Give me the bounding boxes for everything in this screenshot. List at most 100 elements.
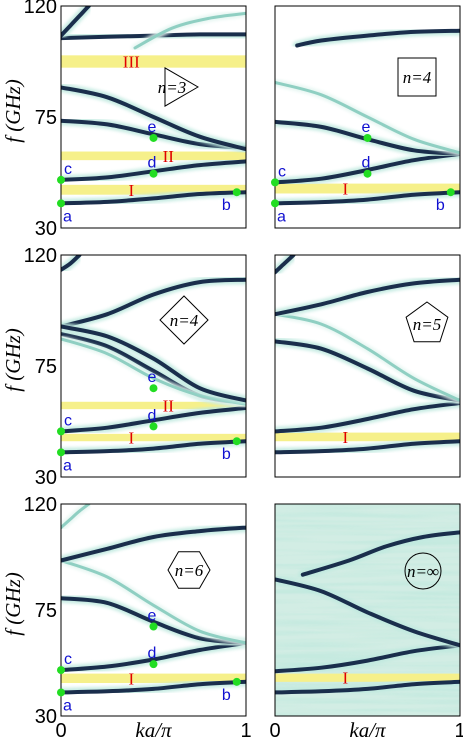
band-line — [61, 277, 246, 329]
point-a — [57, 448, 65, 457]
y-axis-label: f (GHz) — [1, 79, 25, 143]
point-b — [446, 188, 455, 197]
shape-label: n=6 — [175, 561, 204, 580]
circle-icon: n=∞ — [404, 552, 442, 590]
gap-label: I — [128, 429, 134, 448]
point-label: d — [362, 155, 371, 172]
point-label: d — [148, 407, 157, 424]
square-icon: n=4 — [397, 57, 437, 97]
band-line — [61, 190, 246, 206]
band-line — [61, 337, 246, 406]
gap-band-II — [61, 401, 246, 410]
point-d — [149, 660, 158, 669]
band-line — [275, 679, 460, 695]
point-e — [149, 133, 158, 142]
point-d — [149, 169, 158, 178]
gap-label: I — [128, 669, 134, 688]
point-label: b — [222, 446, 231, 463]
point-c — [57, 427, 65, 436]
point-label: c — [64, 161, 72, 178]
gap-band-I — [275, 673, 460, 682]
gap-band-I — [61, 433, 246, 442]
y-tick-label: 120 — [24, 0, 57, 18]
band-line — [61, 596, 246, 645]
band-line — [61, 85, 246, 152]
panel-frame — [60, 503, 247, 717]
band-line — [275, 190, 460, 206]
band-line — [61, 255, 82, 272]
panel-frame — [274, 5, 461, 229]
band-line — [275, 643, 460, 674]
triangle-icon: n=3 — [158, 67, 199, 107]
band-line — [275, 312, 460, 402]
gap-label: I — [342, 428, 348, 447]
point-b — [232, 437, 241, 446]
band-line — [133, 11, 246, 50]
point-e — [363, 133, 372, 142]
pentagon-icon: n=5 — [405, 301, 449, 343]
point-a — [57, 688, 65, 697]
band-line — [275, 277, 460, 317]
y-tick-label: 30 — [35, 467, 57, 489]
y-tick-label: 75 — [35, 356, 57, 378]
gap-band-I — [275, 183, 460, 194]
point-b — [232, 188, 241, 197]
panel-4: In=5 — [274, 254, 461, 478]
point-label: b — [222, 197, 231, 214]
panel-frame — [60, 254, 247, 478]
panel-2: In=4 a b c d e — [271, 5, 461, 229]
point-label: b — [222, 687, 231, 704]
band-line — [300, 530, 460, 577]
panel-5: In=6 a b c d e 30 75 120 0 1 — [24, 494, 252, 742]
band-line — [61, 324, 246, 403]
band-line — [275, 577, 460, 648]
panel-frame — [60, 5, 247, 229]
shape-label: n=5 — [413, 315, 441, 334]
band-line — [61, 679, 246, 695]
gap-band-II — [61, 151, 246, 161]
band-line — [275, 339, 460, 403]
band-line — [61, 6, 91, 38]
point-c — [57, 175, 65, 184]
shape-label: n=4 — [403, 68, 432, 87]
y-tick-label: 30 — [35, 706, 57, 728]
point-label: a — [277, 208, 286, 225]
band-line — [295, 28, 460, 48]
point-a — [271, 199, 279, 208]
gap-label: II — [163, 396, 175, 415]
band-line — [61, 641, 246, 673]
point-b — [232, 677, 241, 686]
gap-label: I — [128, 181, 134, 200]
band-line — [61, 439, 246, 455]
shape-label: n=3 — [158, 78, 186, 97]
hexagon-icon: n=6 — [167, 551, 211, 589]
band-line — [61, 525, 246, 563]
gap-label: II — [163, 147, 175, 166]
point-e — [149, 622, 158, 631]
point-label: a — [63, 457, 72, 474]
x-tick-label: 1 — [240, 720, 251, 742]
gap-band-I — [275, 432, 460, 442]
gap-band-III — [61, 55, 246, 68]
gap-label: I — [342, 180, 348, 199]
gap-band-I — [61, 673, 246, 684]
x-tick-label: 0 — [269, 720, 280, 742]
diamond-icon: n=4 — [159, 295, 209, 345]
point-label: c — [64, 412, 72, 429]
y-axis-label: f (GHz) — [1, 572, 25, 636]
point-label: a — [63, 208, 72, 225]
point-d — [149, 422, 158, 431]
gap-label: III — [123, 53, 140, 72]
point-label: a — [63, 697, 72, 714]
panel-frame — [274, 254, 461, 478]
y-tick-label: 30 — [35, 218, 57, 240]
band-line — [275, 81, 460, 155]
gap-label: I — [342, 669, 348, 688]
point-label: e — [362, 119, 371, 136]
point-label: c — [278, 163, 286, 180]
band-line — [275, 439, 460, 455]
point-label: d — [148, 155, 157, 172]
point-e — [149, 384, 158, 393]
